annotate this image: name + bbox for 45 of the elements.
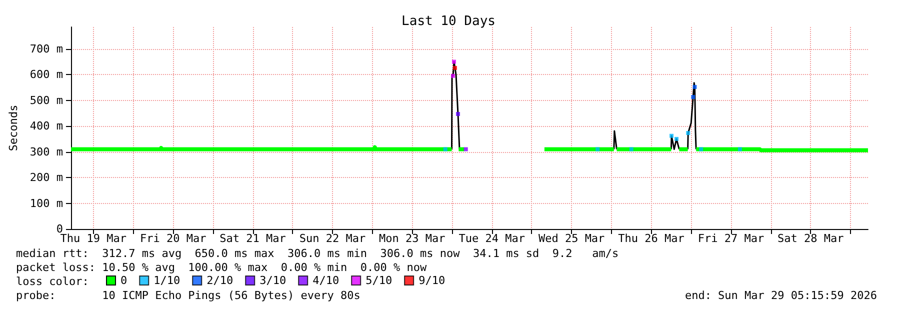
x-tick-label: Fri 27 Mar — [698, 232, 764, 245]
point — [629, 147, 634, 152]
legend-label: 4/10 — [312, 274, 340, 287]
x-tick-label: Thu 26 Mar — [618, 232, 685, 245]
point — [596, 147, 600, 152]
legend-label: 3/10 — [260, 274, 286, 287]
legend-title: loss color: — [16, 275, 89, 288]
point — [452, 60, 456, 64]
chart-title: Last 10 Days — [402, 14, 496, 29]
point — [691, 94, 696, 99]
x-tick-label: Mon 23 Mar — [379, 232, 446, 245]
point — [670, 134, 674, 138]
y-tick-label: 700 m — [30, 42, 64, 56]
text: median rtt: 312.7 ms avg 650.0 ms max 306.0 ms min 306.0 ms now 34.1 ms sd 9.2 am/s — [16, 247, 619, 260]
legend-label: 9/10 — [418, 274, 446, 287]
x-tick-label: Sun 22 Mar — [299, 232, 366, 245]
point — [456, 112, 460, 116]
y-tick-label: 100 m — [30, 196, 64, 210]
x-tick-label: Fri 20 Mar — [140, 232, 207, 245]
legend-label: 0 — [120, 274, 128, 287]
x-tick-label: Sat 21 Mar — [220, 232, 286, 245]
legend-label: 1/10 — [154, 274, 180, 287]
legend-label: 5/10 — [366, 274, 392, 287]
legend-label: 2/10 — [206, 274, 234, 287]
point — [443, 147, 448, 152]
text: end: Sun Mar 29 05:15:59 2026 — [684, 289, 878, 302]
text: packet loss: 10.50 % avg 100.00 % max 0.00 % min 0.00 % now — [16, 261, 427, 274]
point — [451, 74, 456, 78]
point — [464, 147, 468, 152]
x-tick-label: Sat 28 Mar — [778, 232, 844, 245]
y-tick-label: 600 m — [30, 68, 64, 82]
x-tick-label: Tue 24 Mar — [458, 232, 526, 245]
point — [738, 147, 742, 152]
y-tick-label: 300 m — [30, 145, 64, 158]
x-tick-label: Wed 25 Mar — [538, 232, 606, 245]
text: probe: 10 ICMP Echo Pings (56 Bytes) every 80s — [16, 289, 360, 302]
point — [453, 66, 458, 70]
point — [674, 136, 678, 141]
y-tick-label: 400 m — [30, 120, 64, 133]
point — [692, 84, 697, 89]
point — [699, 147, 704, 152]
y-axis-title: Seconds — [7, 104, 20, 152]
point — [686, 131, 690, 136]
y-tick-label: 500 m — [30, 94, 64, 107]
y-tick-label: 200 m — [30, 171, 64, 184]
